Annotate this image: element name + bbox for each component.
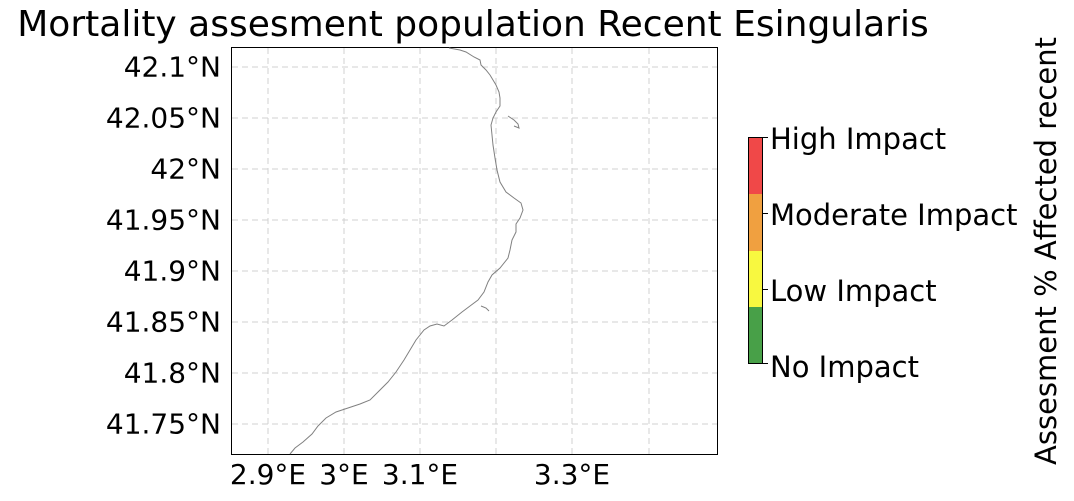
coastline-islet xyxy=(480,305,490,312)
lon-label-3: 3°E xyxy=(319,458,369,491)
colorbar-segment-moderate xyxy=(749,194,762,251)
colorbar-label-moderate: Moderate Impact xyxy=(770,198,1018,232)
lat-label-42: 42°N xyxy=(150,152,221,186)
colorbar-title: Assesment % Affected recent xyxy=(1029,37,1063,465)
lat-label-41.75: 41.75°N xyxy=(105,407,221,441)
colorbar-label-low: Low Impact xyxy=(770,274,937,308)
gridlines xyxy=(232,48,717,454)
lat-label-42.05: 42.05°N xyxy=(105,101,221,135)
colorbar-segment-high xyxy=(749,138,762,195)
colorbar-segment-none xyxy=(749,306,762,363)
lat-label-41.95: 41.95°N xyxy=(105,203,221,237)
lat-label-41.8: 41.8°N xyxy=(123,356,221,390)
lon-label-3.1: 3.1°E xyxy=(381,458,459,491)
lon-label-2.9: 2.9°E xyxy=(229,458,307,491)
lat-label-41.85: 41.85°N xyxy=(105,305,221,339)
colorbar-tick xyxy=(762,363,768,364)
map-frame xyxy=(231,47,718,455)
colorbar-tick xyxy=(762,289,768,290)
coastline-inlet xyxy=(507,115,520,129)
colorbar-label-high: High Impact xyxy=(770,122,947,156)
lat-label-42.1: 42.1°N xyxy=(123,50,221,84)
colorbar-segment-low xyxy=(749,250,762,307)
colorbar-tick xyxy=(762,137,768,138)
coastline xyxy=(289,47,524,455)
map-title: Mortality assesment population Recent Es… xyxy=(17,4,929,45)
colorbar xyxy=(748,137,763,364)
colorbar-label-none: No Impact xyxy=(770,350,919,384)
lon-label-3.3: 3.3°E xyxy=(533,458,611,491)
lat-label-41.9: 41.9°N xyxy=(123,254,221,288)
colorbar-tick xyxy=(762,213,768,214)
